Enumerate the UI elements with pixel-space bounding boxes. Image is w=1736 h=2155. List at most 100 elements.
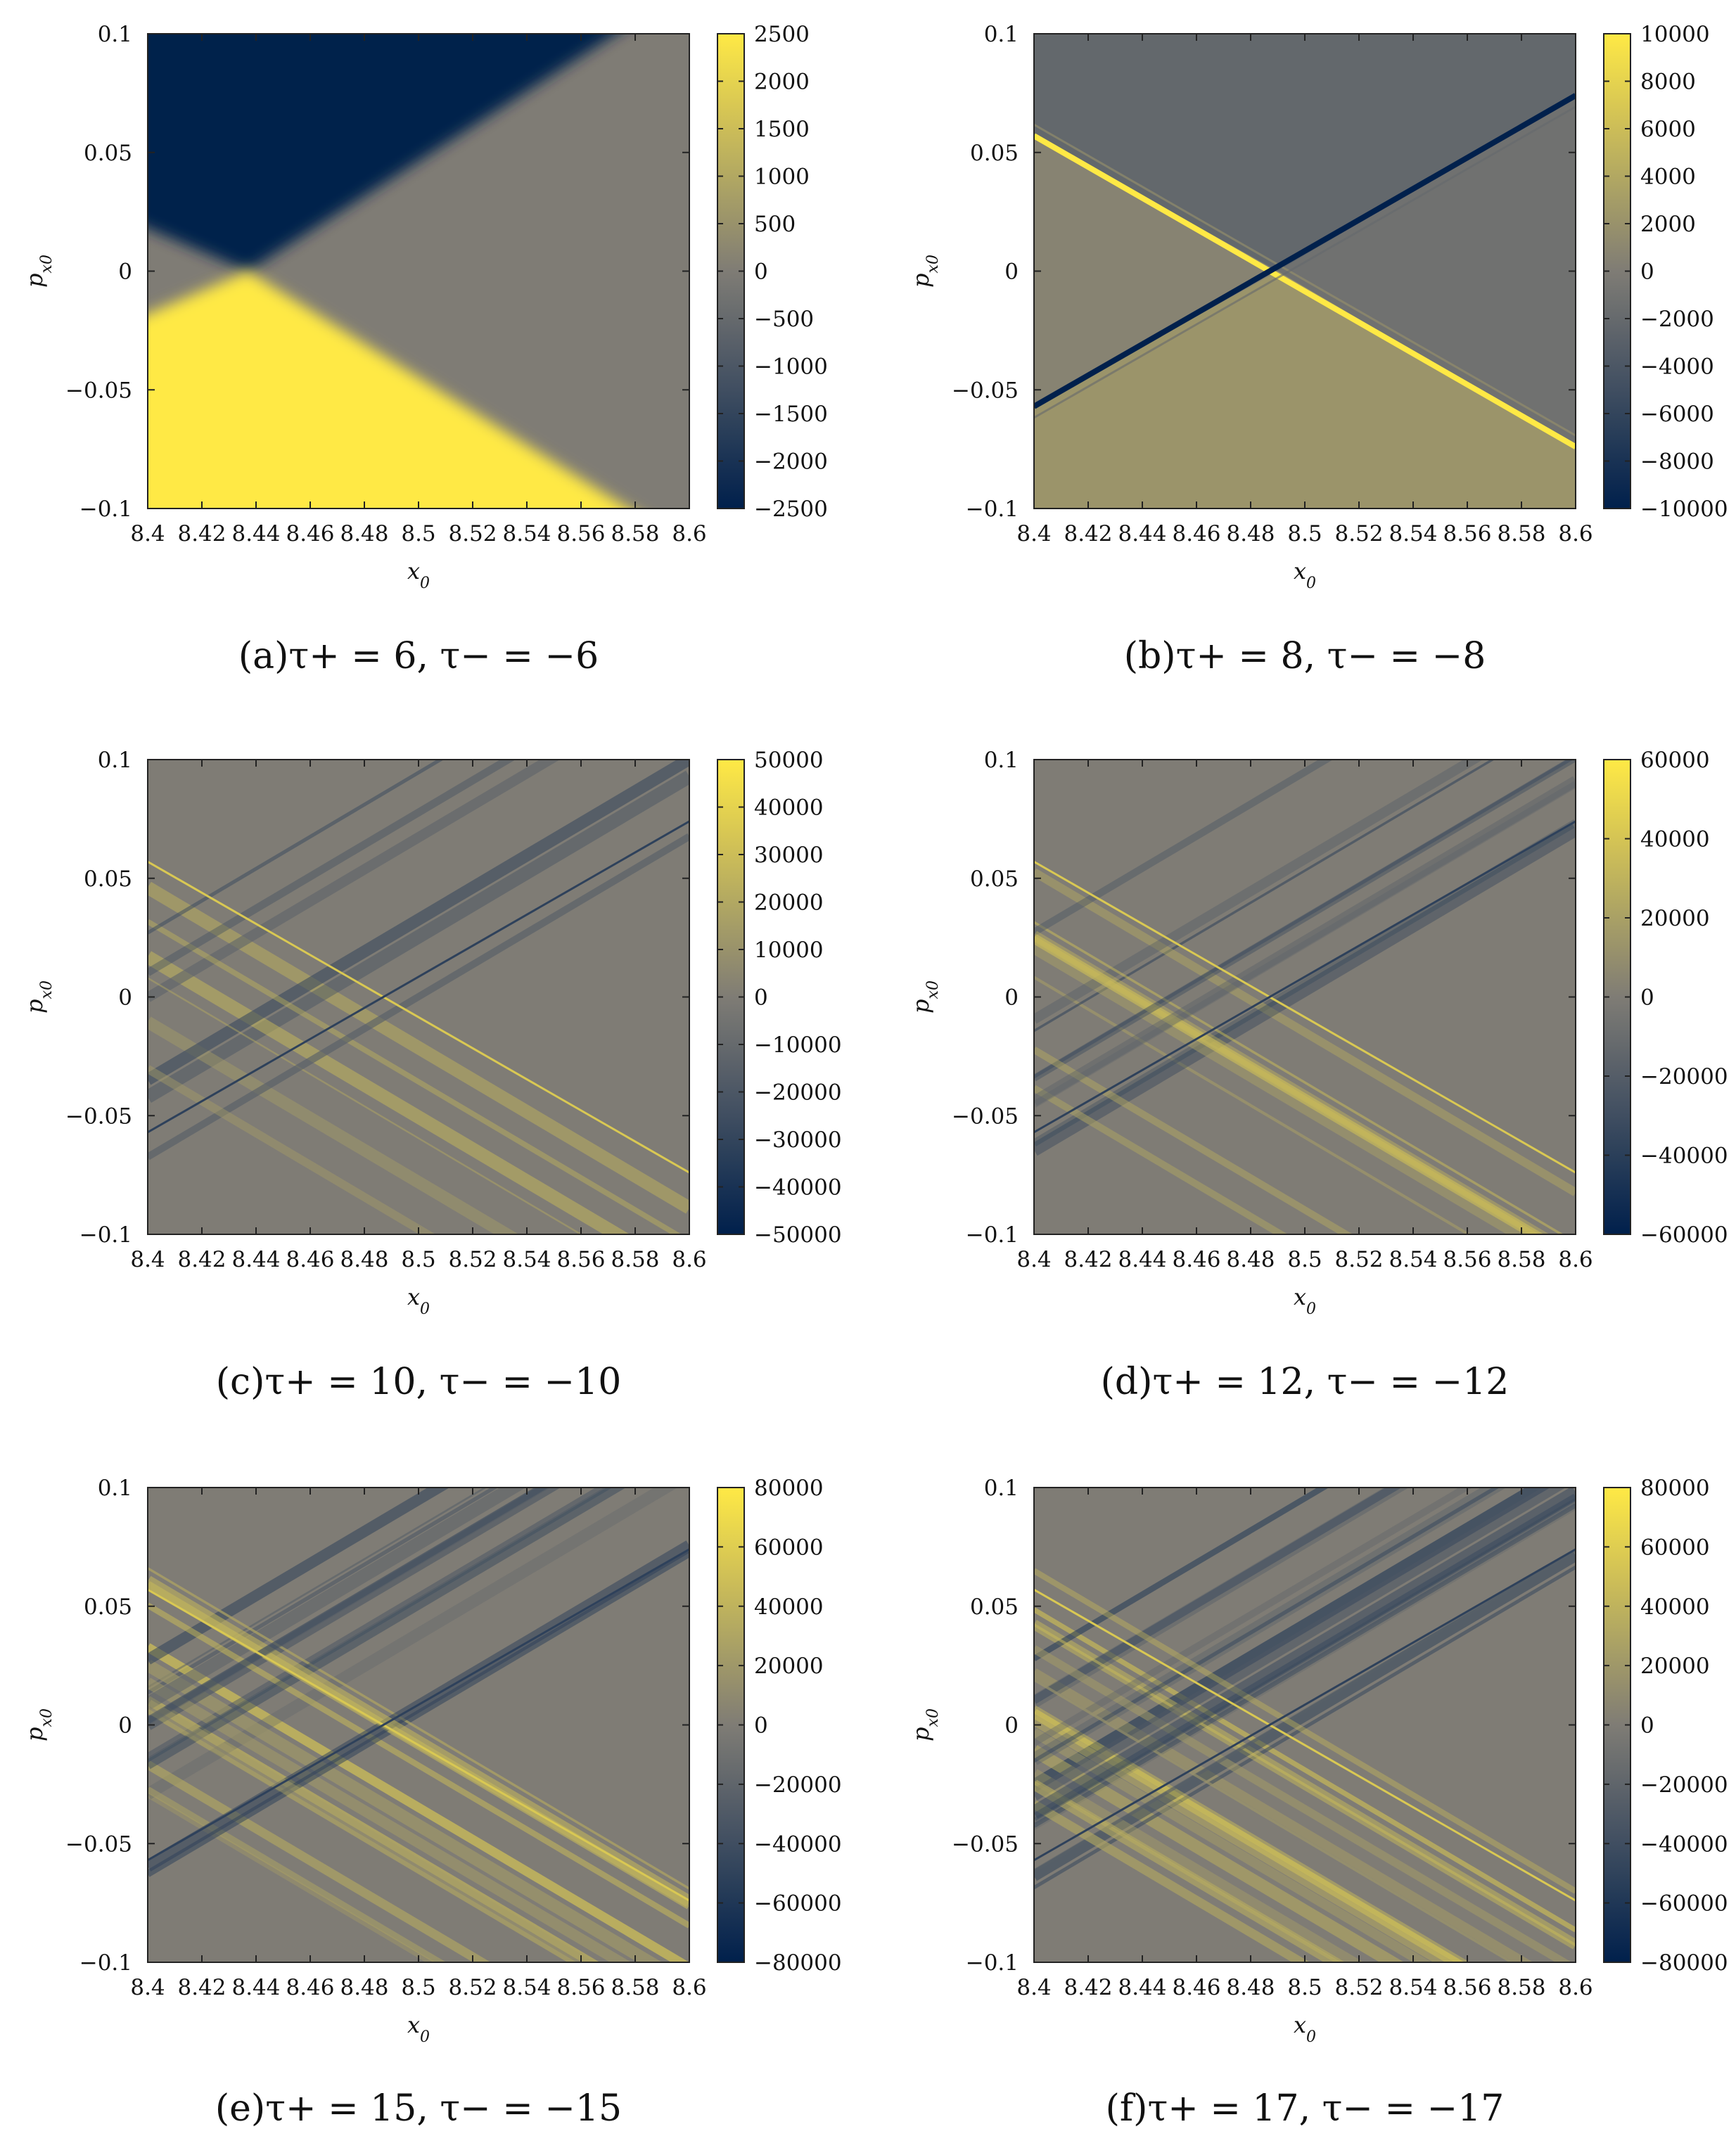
band-ascending — [148, 770, 689, 1104]
x-tick-label: 8.46 — [286, 521, 334, 546]
colorbar-tick-label: −60000 — [754, 1891, 842, 1917]
colorbar-tick-label: 6000 — [1640, 117, 1696, 142]
y-tick-label: 0.05 — [84, 141, 132, 166]
colorbar-tick-label: 30000 — [754, 843, 824, 868]
x-tick-label: 8.48 — [340, 1247, 388, 1272]
colorbar-tick-label: 10000 — [754, 938, 824, 963]
panel-caption: (a)τ+ = 6, τ− = −6 — [238, 635, 599, 677]
panel-d: 8.4 8.42 8.44 8.46 8.48 8.5 8.52 8.54 8.56 8.58 8.… — [907, 748, 1728, 1403]
series-line-2-echo — [1034, 105, 1576, 419]
colorbar-tick-label: −10000 — [1640, 497, 1728, 522]
band-descending — [1034, 1769, 1364, 1962]
y-tick-label: 0.1 — [98, 22, 132, 47]
band-ascending — [1034, 1488, 1566, 1801]
series-line-1-echo — [1034, 123, 1576, 437]
x-tick-label: 8.54 — [502, 521, 551, 546]
colorbar-tick-label: 1500 — [754, 117, 810, 142]
colorbar-tick-label: −20000 — [1640, 1064, 1728, 1089]
x-tick-label: 8.58 — [1497, 1247, 1545, 1272]
band-ascending — [1034, 1488, 1409, 1708]
colorbar-tick-label: −40000 — [754, 1175, 842, 1201]
band-descending — [1034, 976, 1472, 1234]
band-ascending — [1034, 760, 1334, 936]
colorbar-tick-label: 500 — [754, 212, 796, 237]
colorbar-tick-label: 0 — [1640, 260, 1654, 285]
colorbar-tick-label: −30000 — [754, 1127, 842, 1153]
band-ascending — [148, 760, 689, 1085]
panel-b: 8.4 8.42 8.44 8.46 8.48 8.5 8.52 8.54 8.56 8.58 8.… — [907, 22, 1728, 677]
x-axis-label: x0 — [407, 1284, 430, 1318]
x-tick-label: 8.46 — [286, 1247, 334, 1272]
x-axis-label: x0 — [1294, 1284, 1316, 1318]
x-tick-label: 8.56 — [556, 1975, 605, 2000]
x-tick-label: 8.44 — [1118, 521, 1166, 546]
colorbar-tick-label: −20000 — [754, 1080, 842, 1106]
band-descending — [148, 919, 682, 1234]
band-descending — [1034, 1800, 1310, 1962]
colorbar-tick-label: −80000 — [754, 1950, 842, 1976]
band-descending — [148, 1659, 663, 1962]
band-descending — [1034, 934, 1544, 1234]
band-descending — [1034, 1645, 1572, 1962]
y-tick-label: 0.1 — [98, 748, 132, 773]
y-tick-label: 0.1 — [984, 748, 1019, 773]
band-descending — [1034, 1607, 1576, 1933]
band-descending — [1034, 1668, 1533, 1962]
band-ascending — [1034, 1488, 1329, 1661]
x-tick-label: 8.4 — [1016, 1247, 1051, 1272]
band-ascending — [148, 1488, 561, 1730]
main-line-descending — [1034, 860, 1576, 1174]
y-tick-label: −0.05 — [65, 378, 132, 403]
band-descending — [148, 1709, 577, 1962]
band-ascending — [1034, 1488, 1402, 1704]
band-ascending — [148, 1540, 689, 1872]
x-tick-label: 8.44 — [1118, 1247, 1166, 1272]
colorbar-tick-label: 4000 — [1640, 165, 1696, 190]
x-tick-label: 8.42 — [1064, 1975, 1112, 2000]
band-descending — [148, 1602, 689, 1929]
y-tick-label: 0.05 — [970, 867, 1019, 892]
sector-right — [1277, 95, 1576, 447]
colorbar-tick-label: 8000 — [1640, 70, 1696, 95]
colorbar-tick-label: 2500 — [754, 22, 810, 47]
band-descending — [148, 1016, 519, 1234]
x-tick-label: 8.54 — [1389, 521, 1437, 546]
y-tick-label: −0.05 — [952, 378, 1019, 403]
x-tick-label: 8.5 — [401, 1975, 435, 2000]
x-tick-label: 8.5 — [1287, 1247, 1322, 1272]
colorbar-tick-label: 0 — [754, 985, 768, 1011]
band-ascending — [1034, 760, 1483, 1024]
colorbar-tick-label: −40000 — [1640, 1144, 1728, 1169]
y-tick-label: 0 — [118, 985, 132, 1011]
band-descending — [148, 951, 630, 1234]
main-line-ascending — [148, 820, 689, 1134]
colorbar-tick-label: 1000 — [754, 165, 810, 190]
y-tick-label: −0.1 — [966, 497, 1019, 522]
band-descending — [1034, 1623, 1576, 1947]
band-ascending — [148, 1488, 526, 1710]
y-tick-label: 0.05 — [84, 867, 132, 892]
x-tick-label: 8.42 — [1064, 1247, 1112, 1272]
heatmap-area — [1034, 1488, 1576, 1962]
y-axis-label: px0 — [907, 255, 942, 288]
colorbar-tick-label: −1500 — [754, 402, 828, 427]
x-tick-label: 8.44 — [231, 1247, 280, 1272]
colorbar-tick-label: −40000 — [754, 1831, 842, 1857]
colorbar-tick-label: −4000 — [1640, 354, 1714, 380]
band-ascending — [148, 833, 689, 1160]
y-axis-label: px0 — [21, 255, 56, 288]
x-tick-label: 8.48 — [1226, 1975, 1275, 2000]
x-tick-label: 8.58 — [611, 521, 659, 546]
colorbar-tick-label: −60000 — [1640, 1891, 1728, 1917]
band-ascending — [1034, 1488, 1576, 1819]
series-line-2 — [1034, 93, 1576, 409]
colorbar-tick-label: −50000 — [754, 1222, 842, 1248]
x-tick-label: 8.4 — [130, 1247, 165, 1272]
panel-caption: (c)τ+ = 10, τ− = −10 — [216, 1361, 622, 1403]
x-tick-label: 8.58 — [1497, 521, 1545, 546]
panel-caption: (b)τ+ = 8, τ− = −8 — [1124, 635, 1486, 677]
x-tick-label: 8.42 — [177, 1975, 226, 2000]
x-tick-label: 8.5 — [1287, 521, 1322, 546]
band-descending — [1034, 940, 1533, 1234]
colorbar-tick-label: 40000 — [754, 795, 824, 821]
